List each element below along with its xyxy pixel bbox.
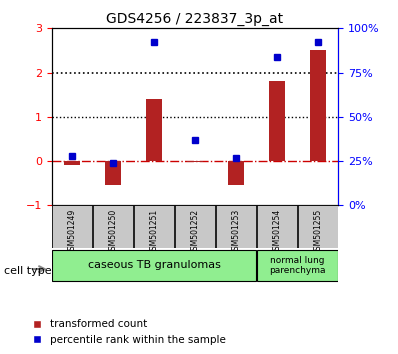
Bar	[105, 161, 121, 185]
Text: GSM501249: GSM501249	[68, 209, 77, 255]
Bar	[146, 99, 162, 161]
Text: GSM501254: GSM501254	[272, 209, 281, 255]
Bar	[64, 161, 80, 166]
Bar	[52, 205, 92, 248]
Text: GSM501251: GSM501251	[150, 209, 158, 255]
Text: caseous TB granulomas: caseous TB granulomas	[88, 261, 220, 270]
Text: GSM501250: GSM501250	[109, 209, 118, 255]
Bar	[298, 205, 338, 248]
Bar	[310, 51, 326, 161]
Title: GDS4256 / 223837_3p_at: GDS4256 / 223837_3p_at	[106, 12, 284, 26]
Bar	[257, 250, 338, 281]
Bar	[175, 205, 215, 248]
Bar	[52, 250, 256, 281]
Text: GSM501252: GSM501252	[191, 209, 199, 255]
Legend: transformed count, percentile rank within the sample: transformed count, percentile rank withi…	[29, 315, 230, 349]
Bar	[134, 205, 174, 248]
Text: GSM501255: GSM501255	[313, 209, 322, 255]
Bar	[216, 205, 256, 248]
Text: GSM501253: GSM501253	[232, 209, 240, 255]
Text: cell type: cell type	[4, 266, 52, 276]
Bar	[228, 161, 244, 185]
Bar	[269, 81, 285, 161]
Text: normal lung
parenchyma: normal lung parenchyma	[269, 256, 326, 275]
Bar	[187, 161, 203, 162]
Bar	[93, 205, 133, 248]
Bar	[257, 205, 297, 248]
